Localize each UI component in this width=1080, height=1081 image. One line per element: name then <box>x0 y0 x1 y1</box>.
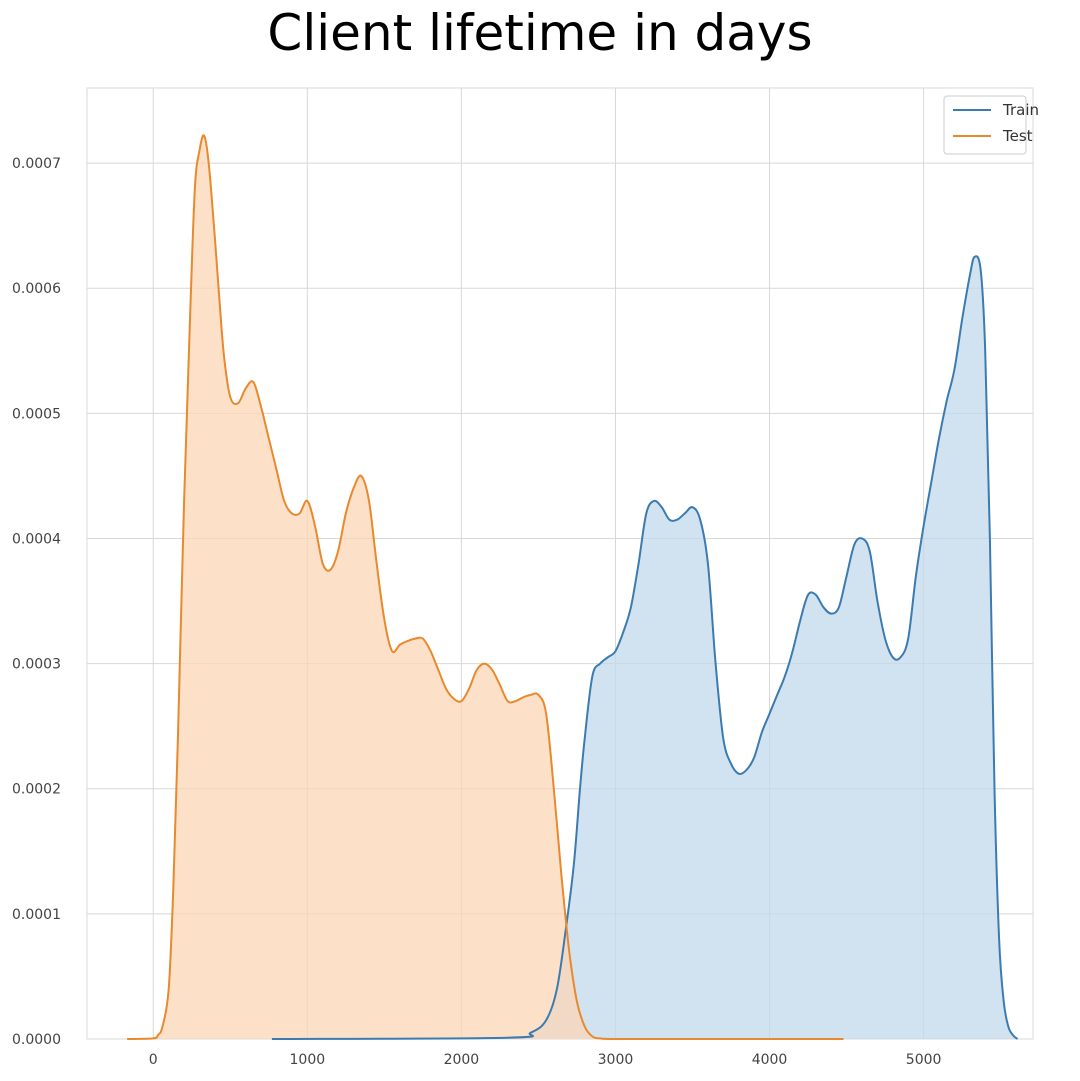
x-axis: 0 1000 2000 3000 4000 5000 <box>149 1052 942 1068</box>
y-tick-label: 0.0004 <box>12 531 61 547</box>
x-tick-label: 2000 <box>444 1052 480 1068</box>
x-tick-label: 4000 <box>752 1052 788 1068</box>
test-line <box>127 134 844 1041</box>
legend-label: Train <box>1002 101 1039 119</box>
x-tick-label: 1000 <box>290 1052 326 1068</box>
y-axis: 0.0000 0.0001 0.0002 0.0003 0.0004 0.0005 0.00… <box>12 156 61 1048</box>
y-tick-label: 0.0000 <box>12 1032 61 1048</box>
x-tick-label: 3000 <box>598 1052 634 1068</box>
legend: Train Test <box>943 95 1039 155</box>
train-line <box>271 255 1019 1040</box>
series-lines <box>127 134 1019 1041</box>
y-tick-label: 0.0003 <box>12 657 61 673</box>
test-area <box>127 135 844 1039</box>
y-tick-label: 0.0002 <box>12 782 61 798</box>
x-tick-label: 5000 <box>906 1052 942 1068</box>
y-tick-label: 0.0005 <box>12 406 61 422</box>
train-area <box>271 256 1018 1039</box>
series-areas <box>127 135 1018 1039</box>
chart-title: Client lifetime in days <box>267 4 813 62</box>
y-tick-label: 0.0006 <box>12 281 61 297</box>
x-tick-label: 0 <box>149 1052 158 1068</box>
y-tick-label: 0.0007 <box>12 156 61 172</box>
y-tick-label: 0.0001 <box>12 907 61 923</box>
legend-label: Test <box>1002 127 1033 145</box>
